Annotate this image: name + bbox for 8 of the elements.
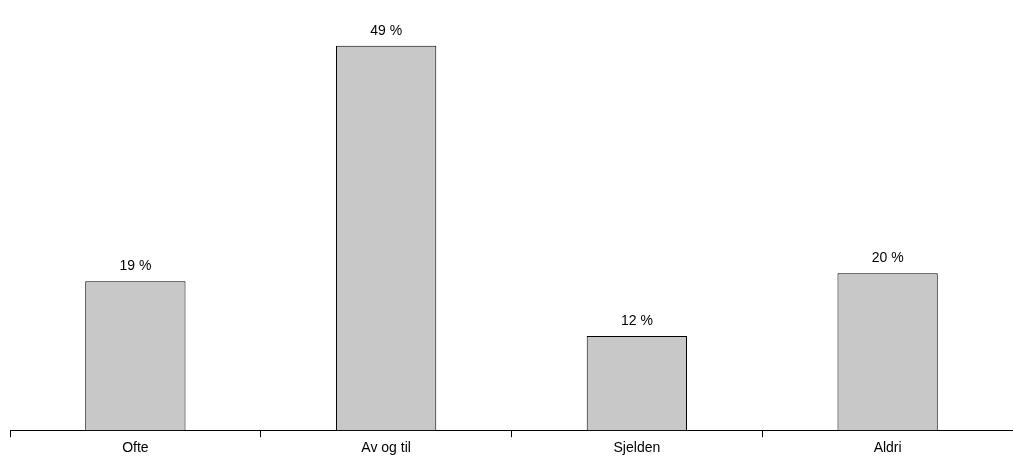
data-label: 19 % (119, 257, 152, 274)
data-label: 49 % (370, 21, 403, 38)
data-label: 20 % (871, 249, 904, 266)
x-tick-label: Ofte (122, 439, 149, 456)
data-label: 12 % (620, 311, 653, 328)
x-tick-label: Sjelden (613, 439, 661, 456)
x-tick-label: Av og til (361, 439, 411, 456)
x-tick-label: Aldri (873, 439, 902, 456)
